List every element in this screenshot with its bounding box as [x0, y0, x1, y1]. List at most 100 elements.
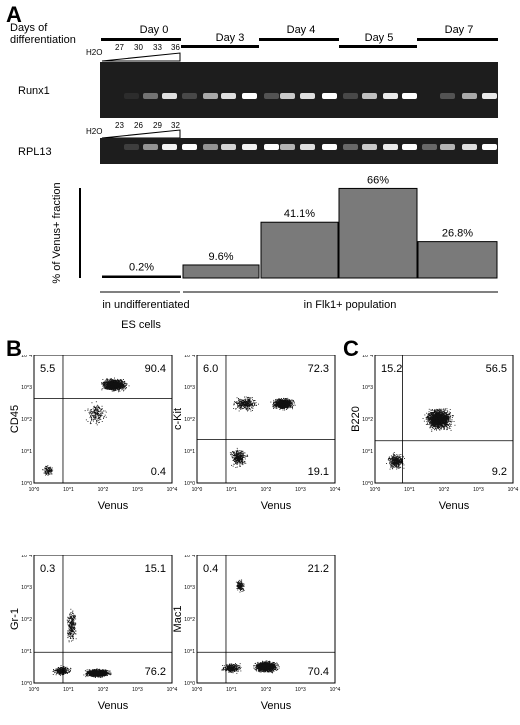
quadrant-upper-left: 0.4 [203, 563, 218, 575]
bar-data-label: 26.8% [442, 228, 473, 240]
x-tick-label: 10^4 [330, 487, 341, 493]
y-tick-label: 10^0 [362, 481, 373, 487]
quadrant-upper-left: 0.3 [40, 563, 55, 575]
gel-band [143, 93, 158, 99]
x-tick-label: 10^1 [63, 687, 74, 693]
x-tick-label: 10^3 [295, 487, 306, 493]
y-tick-label: 10^1 [362, 449, 373, 455]
gel-band [402, 144, 417, 150]
day-bar-0 [101, 38, 181, 41]
x-tick-label: 10^4 [330, 687, 341, 693]
runx1-cycle-36: 36 [171, 43, 180, 52]
gel-band [422, 144, 437, 150]
x-tick-label: 10^0 [192, 487, 203, 493]
y-tick-label: 10^1 [184, 649, 195, 655]
day-label-5: Day 5 [340, 32, 418, 44]
gel-band [300, 93, 315, 99]
gel-band [221, 144, 236, 150]
gel-band [300, 144, 315, 150]
gel-band [462, 93, 477, 99]
y-tick-label: 10^3 [21, 585, 32, 591]
y-tick-label: 10^1 [21, 449, 32, 455]
gel-band [162, 144, 177, 150]
gel-band [343, 93, 358, 99]
flow-ylabel: B220 [350, 406, 362, 432]
bar-data-label: 41.1% [284, 208, 315, 220]
x-tick-label: 10^2 [439, 487, 450, 493]
quadrant-upper-right: 15.1 [145, 563, 166, 575]
bar-day-3 [183, 265, 259, 278]
bar-day-4 [261, 222, 338, 278]
gel-band [221, 93, 236, 99]
gel-band [264, 144, 279, 150]
flow-xlabel: Venus [98, 700, 129, 712]
group-label-left-line1: in undifferentiated [102, 299, 189, 311]
quadrant-lower-right: 70.4 [308, 666, 329, 678]
gel-band [124, 93, 139, 99]
day-label-3: Day 3 [190, 32, 270, 44]
x-tick-label: 10^2 [98, 687, 109, 693]
day-label-0: Day 0 [127, 24, 181, 36]
gel-band [362, 93, 377, 99]
gel-band [203, 93, 218, 99]
bar-day-5 [339, 188, 417, 278]
y-tick-label: 10^3 [21, 385, 32, 391]
flow-xlabel: Venus [261, 700, 292, 712]
day-bar-4 [259, 38, 339, 41]
days-of-differentiation-label: Days of differentiation [10, 22, 76, 46]
x-tick-label: 10^1 [63, 487, 74, 493]
x-tick-label: 10^3 [473, 487, 484, 493]
bar-data-label: 0.2% [129, 262, 154, 274]
x-tick-label: 10^1 [404, 487, 415, 493]
y-tick-label: 10^4 [184, 355, 195, 359]
flow-plot-mac1: 10^010^010^110^110^210^210^310^310^410^4… [167, 555, 345, 725]
bar-day-7 [418, 242, 497, 278]
flow-ylabel: Gr-1 [9, 608, 21, 630]
x-tick-label: 10^3 [295, 687, 306, 693]
quadrant-upper-left: 6.0 [203, 363, 218, 375]
flow-xlabel: Venus [261, 500, 292, 512]
group-label-right: in Flk1+ population [304, 299, 397, 311]
y-tick-label: 10^2 [21, 417, 32, 423]
x-tick-label: 10^1 [226, 487, 237, 493]
gel-band [383, 144, 398, 150]
runx1-gel [100, 62, 498, 118]
quadrant-lower-right: 0.4 [151, 466, 166, 478]
runx1-label: Runx1 [18, 85, 50, 97]
days-label-line1: Days of [10, 22, 76, 34]
x-tick-label: 10^2 [98, 487, 109, 493]
y-tick-label: 10^4 [184, 555, 195, 559]
flow-plot-cd45: 10^010^010^110^110^210^210^310^310^410^4… [4, 355, 182, 525]
gel-band [280, 144, 295, 150]
day-label-4: Day 4 [262, 24, 340, 36]
quadrant-upper-right: 21.2 [308, 563, 329, 575]
x-tick-label: 10^0 [370, 487, 381, 493]
y-tick-label: 10^4 [21, 355, 32, 359]
rpl13-gel [100, 138, 498, 164]
y-tick-label: 10^0 [184, 481, 195, 487]
quadrant-upper-right: 72.3 [308, 363, 329, 375]
y-tick-label: 10^2 [362, 417, 373, 423]
gel-band [280, 93, 295, 99]
x-tick-label: 10^3 [132, 487, 143, 493]
day-label-7: Day 7 [420, 24, 498, 36]
y-tick-label: 10^3 [362, 385, 373, 391]
flow-ylabel: Mac1 [172, 606, 184, 633]
flow-xlabel: Venus [439, 500, 470, 512]
y-tick-label: 10^0 [184, 681, 195, 687]
gel-band [322, 144, 337, 150]
gel-background [100, 62, 498, 118]
y-tick-label: 10^2 [21, 617, 32, 623]
day-bar-7 [417, 38, 498, 41]
bar-data-label: 66% [367, 174, 389, 186]
gel-band [264, 93, 279, 99]
quadrant-upper-left: 15.2 [381, 363, 402, 375]
x-tick-label: 10^1 [226, 687, 237, 693]
x-tick-label: 10^2 [261, 687, 272, 693]
quadrant-upper-left: 5.5 [40, 363, 55, 375]
runx1-cycle-33: 33 [153, 43, 162, 52]
y-tick-label: 10^4 [21, 555, 32, 559]
flow-plot-gr1: 10^010^010^110^110^210^210^310^310^410^4… [4, 555, 182, 725]
gel-band [482, 144, 497, 150]
runx1-cycle-27: 27 [115, 43, 124, 52]
